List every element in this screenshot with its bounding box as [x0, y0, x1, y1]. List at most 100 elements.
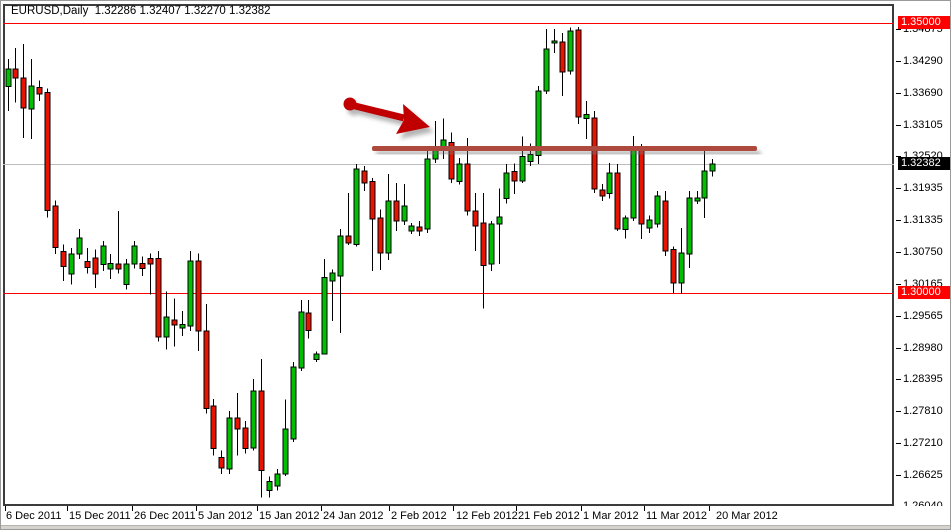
- candle: [575, 26, 582, 124]
- candle: [606, 162, 613, 199]
- candle: [567, 27, 574, 75]
- date-tick-label: 24 Jan 2012: [323, 510, 384, 522]
- price-tick-label: 1.28395: [903, 373, 943, 385]
- candle: [115, 211, 122, 274]
- price-tick: [896, 93, 901, 94]
- candle: [393, 182, 400, 231]
- candle: [551, 29, 558, 53]
- candle: [583, 100, 590, 140]
- price-tick-label: 1.33105: [903, 119, 943, 131]
- date-tick: [644, 506, 645, 511]
- price-tick: [896, 125, 901, 126]
- candle: [234, 392, 241, 456]
- candle: [179, 310, 186, 337]
- date-tick: [581, 506, 582, 511]
- candle: [84, 248, 91, 274]
- ohlc-values-label: 1.32286 1.32407 1.32270 1.32382: [88, 5, 271, 17]
- candle: [305, 300, 312, 339]
- candle: [377, 209, 384, 270]
- candle: [266, 476, 273, 498]
- candle: [52, 200, 59, 255]
- price-tick: [896, 252, 901, 253]
- candle: [543, 29, 550, 94]
- price-tick: [896, 284, 901, 285]
- candle: [107, 254, 114, 279]
- candle: [369, 178, 376, 271]
- candle: [416, 221, 423, 236]
- candle: [329, 269, 336, 322]
- date-tick-label: 20 Mar 2012: [716, 510, 778, 522]
- price-tick-label: 1.34290: [903, 55, 943, 67]
- date-tick-label: 6 Dec 2011: [6, 510, 62, 522]
- candle: [654, 191, 661, 228]
- candle: [353, 164, 360, 247]
- candle: [195, 253, 202, 351]
- candle: [361, 166, 368, 191]
- candle: [480, 193, 487, 309]
- candle: [282, 399, 289, 477]
- candle: [646, 215, 653, 234]
- price-tick: [896, 443, 901, 444]
- candle: [345, 193, 352, 245]
- candle: [337, 228, 344, 333]
- candle: [456, 158, 463, 185]
- level-price-label: 1.30000: [898, 286, 950, 299]
- date-tick-label: 21 Feb 2012: [518, 510, 580, 522]
- candle: [226, 410, 233, 474]
- date-tick-label: 15 Dec 2011: [69, 510, 131, 522]
- candle: [250, 378, 257, 451]
- price-tick-label: 1.29565: [903, 310, 943, 322]
- arrow-annotation[interactable]: [343, 97, 431, 135]
- price-axis[interactable]: 1.34875 1.34290 1.33690 1.33105 1.32520 1.319…: [896, 1, 950, 512]
- price-tick-label: 1.27210: [903, 437, 943, 449]
- price-tick: [896, 156, 901, 157]
- price-tick: [896, 29, 901, 30]
- candle: [448, 132, 455, 183]
- arrow-head: [396, 104, 430, 134]
- time-axis[interactable]: 6 Dec 2011 15 Dec 2011 26 Dec 2011 5 Jan 20…: [1, 506, 950, 525]
- candle: [28, 59, 35, 140]
- date-tick-label: 12 Feb 2012: [456, 510, 518, 522]
- price-tick-label: 1.30750: [903, 246, 943, 258]
- candle: [203, 303, 210, 414]
- candle: [686, 191, 693, 269]
- candle: [44, 88, 51, 218]
- candle: [123, 259, 130, 290]
- candle: [321, 259, 328, 355]
- price-tick-label: 1.31935: [903, 182, 943, 194]
- candle: [614, 164, 621, 231]
- price-tick: [896, 220, 901, 221]
- price-tick-label: 1.26625: [903, 469, 943, 481]
- candle: [670, 246, 677, 293]
- date-tick-label: 2 Feb 2012: [391, 510, 447, 522]
- candle: [440, 118, 447, 160]
- candle: [131, 241, 138, 269]
- candle: [60, 244, 67, 282]
- date-tick: [67, 506, 68, 511]
- candle: [401, 184, 408, 225]
- candle: [678, 228, 685, 295]
- candle: [218, 450, 225, 474]
- candle: [171, 298, 178, 347]
- candle: [424, 146, 431, 234]
- candle: [12, 47, 19, 103]
- candle: [385, 174, 392, 261]
- candle: [92, 249, 99, 289]
- candle: [511, 163, 518, 195]
- candle: [36, 80, 43, 101]
- candle: [298, 300, 305, 371]
- price-tick-label: 1.28980: [903, 342, 943, 354]
- date-tick: [132, 506, 133, 511]
- date-tick-label: 15 Jan 2012: [259, 510, 320, 522]
- date-tick: [257, 506, 258, 511]
- resistance-trendline[interactable]: [372, 146, 757, 151]
- candle: [709, 159, 716, 177]
- candle: [139, 256, 146, 276]
- candle: [496, 188, 503, 264]
- candle: [242, 421, 249, 454]
- candle: [313, 351, 320, 363]
- chart-frame: [3, 4, 894, 506]
- candle: [274, 469, 281, 491]
